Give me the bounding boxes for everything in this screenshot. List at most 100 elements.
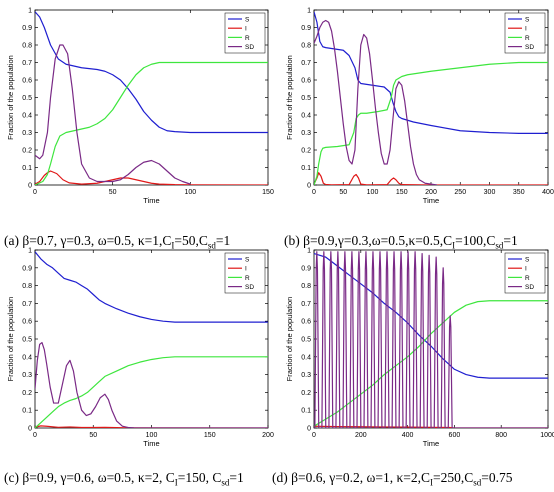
y-tick-label: 0.8 [301,283,311,290]
caption-b-csd-sub: sd [495,240,504,251]
x-tick-label: 600 [449,432,461,439]
y-tick-label: 0.1 [301,408,311,415]
x-tick-label: 200 [355,432,367,439]
caption-d: (d) β=0.6, γ=0.2, ω=1, κ=2,CI=250,Csd=0.… [272,470,513,488]
caption-b-csd-val: =1 [503,233,518,248]
caption-c-ci: C [165,470,175,485]
caption-d-label: (d) β=0.6, [272,470,330,485]
chart-a: 0 0.1 0.2 0.3 0.4 0.5 0.6 0.7 0.8 0.9 1 0 50 100 150 Ti… [6,8,274,206]
legend-label-r: R [525,35,530,42]
y-tick-label: 0.2 [301,390,311,397]
y-tick-label: 0.1 [22,165,32,172]
caption-b-ci-sub: I [452,240,456,251]
caption-a-gamma: γ=0.3, [60,233,98,248]
y-tick-label: 0.3 [301,130,311,137]
y-tick-label: 0.2 [22,148,32,155]
caption-d-gamma: γ=0.2, [329,470,367,485]
series-sd-line [35,341,268,428]
y-tick-label: 0.8 [301,43,311,50]
caption-c-ci-sub: I [174,477,178,488]
legend-label-r: R [525,275,530,282]
x-tick-label: 50 [89,432,97,439]
caption-a: (a) β=0.7, γ=0.3, ω=0.5, κ=1,CI=50,Csd=1 [4,233,230,251]
caption-a-csd: C [198,233,208,248]
y-tick-label: 1 [28,8,32,15]
caption-c-csd: C [212,470,222,485]
x-tick-label: 100 [367,189,379,196]
caption-d-csd-val: =0.75 [481,470,513,485]
caption-d-kappa: κ=2, [396,470,421,485]
x-tick-label: 100 [146,432,158,439]
caption-a-omega: ω=0.5, [97,233,138,248]
x-axis-label: Time [423,196,439,205]
y-tick-label: 0.1 [301,165,311,172]
chart-b: 0 0.1 0.2 0.3 0.4 0.5 0.6 0.7 0.8 0.9 1 0 50 100 150 20… [285,8,554,206]
caption-a-kappa: κ=1, [137,233,163,248]
caption-d-ci: C [421,470,431,485]
y-tick-label: 0.5 [301,95,311,102]
caption-c-ci-val: =150, [177,470,213,485]
caption-b-gamma: γ=0.3, [337,233,372,248]
x-tick-label: 0 [312,189,316,196]
caption-b-label: (b) β=0.9, [284,233,338,248]
series-s-line [314,11,548,134]
series-i-line [314,172,548,185]
y-tick-label: 0.7 [22,60,32,67]
y-tick-label: 0.7 [301,60,311,67]
legend-label-s: S [525,257,530,264]
legend-label-s: S [245,257,250,264]
caption-a-csd-val: =1 [215,233,231,248]
y-tick-label: 0.6 [301,319,311,326]
y-tick-label: 0.8 [22,283,32,290]
x-tick-label: 0 [33,432,37,439]
y-tick-label: 0.6 [301,78,311,85]
legend-label-s: S [525,17,530,24]
caption-c-kappa: κ=2, [137,470,166,485]
y-tick-label: 0.2 [301,148,311,155]
caption-b-csd: C [486,233,496,248]
caption-b-ci-val: =100, [455,233,487,248]
x-tick-label: 200 [262,432,274,439]
x-tick-label: 100 [184,189,196,196]
chart-c: 0 0.1 0.2 0.3 0.4 0.5 0.6 0.7 0.8 0.9 1 0 50 100 150 20… [6,248,274,449]
x-tick-label: 250 [454,189,466,196]
caption-d-csd: C [464,470,474,485]
x-tick-label: 400 [402,432,414,439]
caption-a-csd-sub: sd [207,240,216,251]
x-tick-label: 200 [425,189,437,196]
y-tick-label: 0.3 [22,130,32,137]
y-tick-label: 0.6 [22,78,32,85]
legend: SIR SD [504,12,546,54]
x-tick-label: 150 [396,189,408,196]
y-tick-label: 0.4 [301,113,311,120]
y-tick-label: 1 [307,8,311,15]
x-axis-label: Time [143,196,159,205]
y-axis-label: Fraction of the population [285,55,294,140]
y-tick-label: 0.9 [301,25,311,32]
legend-label-s: S [245,17,250,24]
x-tick-label: 300 [484,189,496,196]
series-r-line [314,61,548,185]
series-sd-line [35,44,191,185]
caption-c-label: (c) β=0.9, [4,470,61,485]
caption-c-gamma: γ=0.6, [60,470,98,485]
y-tick-label: 0.4 [22,113,32,120]
legend-label-i: I [245,266,247,273]
x-tick-label: 150 [204,432,216,439]
caption-d-omega: ω=1, [366,470,397,485]
series-i-line [35,425,268,428]
y-tick-label: 0.4 [301,354,311,361]
y-tick-label: 0.9 [22,25,32,32]
x-tick-label: 800 [495,432,507,439]
y-tick-label: 0 [28,183,32,190]
y-tick-label: 0.3 [301,372,311,379]
y-tick-label: 0.7 [301,301,311,308]
caption-a-ci: C [162,233,172,248]
caption-d-ci-val: =250, [433,470,465,485]
x-tick-label: 400 [542,189,554,196]
caption-a-ci-val: =50, [174,233,199,248]
y-axis-label: Fraction of the population [285,297,294,382]
x-tick-label: 350 [513,189,525,196]
caption-d-ci-sub: I [430,477,434,488]
